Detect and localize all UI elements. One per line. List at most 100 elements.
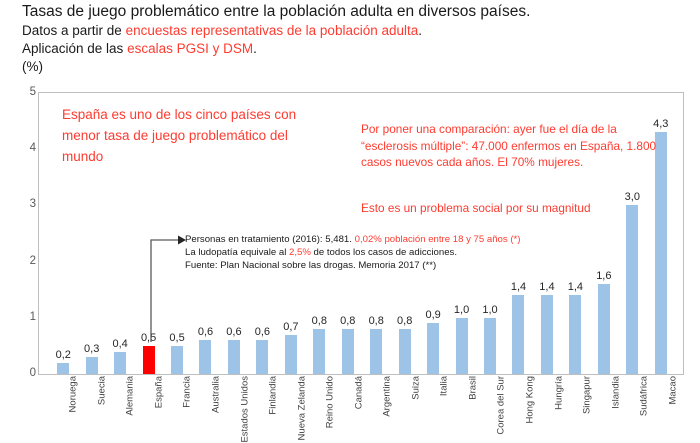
treatment-source-line: Fuente: Plan Nacional sobre las drogas. … xyxy=(185,260,437,272)
bar-value-label: 0,2 xyxy=(55,348,71,361)
bar-slot[interactable]: 1,6 xyxy=(590,93,618,374)
bar-value-label: 0,7 xyxy=(283,320,299,333)
bar-slot[interactable]: 0,8 xyxy=(390,93,418,374)
bar[interactable] xyxy=(569,295,582,374)
x-axis-label-slot: Hungría xyxy=(533,376,564,442)
bar-value-label: 1,0 xyxy=(482,303,498,316)
bar-value-label: 1,0 xyxy=(453,303,470,316)
x-axis-label-slot: Sudáfrica xyxy=(619,376,650,442)
x-axis-label-slot: Singapur xyxy=(562,376,593,442)
x-axis-label: Macao xyxy=(667,376,679,405)
bar-slot[interactable]: 0,9 xyxy=(419,93,447,374)
bar[interactable] xyxy=(597,284,610,374)
y-axis-tick-3: 3 xyxy=(29,198,36,211)
bar[interactable] xyxy=(455,317,468,374)
bar-value-label: 0,3 xyxy=(84,343,100,356)
bar-slot[interactable]: 1,4 xyxy=(533,93,561,374)
bar[interactable] xyxy=(114,351,127,374)
x-axis-label-slot: Noruega xyxy=(48,376,79,442)
bar[interactable] xyxy=(654,132,667,374)
bar-value-label: 0,5 xyxy=(169,331,185,344)
bar-value-label: 0,8 xyxy=(368,315,384,328)
bar[interactable] xyxy=(427,323,440,374)
bar[interactable] xyxy=(398,329,411,374)
bar-slot[interactable]: 0,4 xyxy=(106,93,134,374)
scales-highlight: escalas PGSI y DSM xyxy=(127,41,254,56)
bar-slot[interactable]: 0,6 xyxy=(191,93,219,374)
bar-slot[interactable]: 0,5 xyxy=(163,93,191,374)
x-axis-label-slot: Macao xyxy=(647,376,679,442)
treatment-count: Personas en tratamiento (2016): 5,481. xyxy=(185,234,352,245)
x-axis-label-slot: Italia xyxy=(419,376,450,442)
bar-slot[interactable]: 1,4 xyxy=(561,93,589,374)
bar-slot[interactable]: 0,8 xyxy=(305,93,333,374)
bar-slot[interactable]: 0,8 xyxy=(362,93,390,374)
x-axis-label-slot: Hong Kong xyxy=(505,376,536,442)
header-subtitle-scales: Aplicación de las escalas PGSI y DSM. xyxy=(22,40,692,58)
chart-plot-frame: 0,2 0,3 0,4 0,5 0,5 0,6 0,6 0,6 0,7 0,8 0,8 0,8 0,8 0… xyxy=(38,92,684,375)
bar-slot[interactable]: 0,5 xyxy=(134,93,162,374)
bar-value-label: 0,9 xyxy=(425,309,441,322)
bar-value-label: 0,6 xyxy=(254,326,271,339)
leader-line-arrow xyxy=(150,235,186,342)
x-axis-label-slot: España xyxy=(134,376,164,442)
bar[interactable] xyxy=(199,340,212,374)
bar-value-label: 1,4 xyxy=(510,281,527,294)
treatment-line-1: Personas en tratamiento (2016): 5,481. 0… xyxy=(185,233,655,246)
subtitle-highlight: encuestas representativas de la població… xyxy=(125,23,419,38)
bar[interactable] xyxy=(512,295,525,374)
bar-slot[interactable]: 0,6 xyxy=(220,93,248,374)
x-axis-label-slot: Australia xyxy=(191,376,222,442)
bar-value-label: 1,4 xyxy=(539,281,555,294)
bar[interactable] xyxy=(626,205,639,374)
bar[interactable] xyxy=(540,295,553,374)
bar-slot[interactable]: 0,3 xyxy=(77,93,105,374)
bar[interactable] xyxy=(484,317,497,374)
bar[interactable] xyxy=(171,345,184,374)
bar-slot[interactable]: 3,0 xyxy=(618,93,646,374)
ludopatia-pct: 2,5% xyxy=(289,247,311,259)
bar-slot[interactable]: 0,6 xyxy=(248,93,276,374)
annotation-social-problem: Esto es un problema social por su magnit… xyxy=(361,201,591,215)
annotation-spain-ranking: España es uno de los cinco países con me… xyxy=(62,107,297,164)
header-subtitle-data-source: Datos a partir de encuestas representati… xyxy=(22,22,692,40)
x-axis-label-slot: Finlandia xyxy=(248,376,279,442)
y-axis-tick-1: 1 xyxy=(29,310,36,323)
bar-slot[interactable]: 4,3 xyxy=(647,93,675,374)
y-axis-tick-2: 2 xyxy=(29,254,36,267)
bar-value-label: 0,5 xyxy=(140,331,157,344)
bar-value-label: 0,6 xyxy=(226,326,242,339)
x-axis-label-slot: Canadá xyxy=(333,376,364,442)
bar-value-label: 0,4 xyxy=(112,337,128,350)
bar[interactable] xyxy=(313,329,326,374)
x-axis-label-slot: Argentina xyxy=(362,376,393,442)
bar-value-label: 1,6 xyxy=(596,270,612,283)
bar-value-label: 0,8 xyxy=(340,315,356,328)
y-axis-unit-label: (%) xyxy=(22,59,43,74)
bar-slot[interactable]: 0,2 xyxy=(49,93,77,374)
bar-value-label: 0,6 xyxy=(197,326,214,339)
bar-slot[interactable]: 1,0 xyxy=(476,93,504,374)
bar[interactable] xyxy=(284,334,297,374)
bar[interactable] xyxy=(341,329,354,374)
scales-suffix: . xyxy=(253,41,257,56)
bar[interactable] xyxy=(370,329,383,374)
treatment-population-pct: 0,02% población entre 18 y 75 años (*) xyxy=(351,234,521,245)
x-axis-label-slot: Francia xyxy=(162,376,193,442)
x-axis-label-slot: Nueva Zelanda xyxy=(276,376,307,442)
annotation-comparison-sclerosis: Por poner una comparación: ayer fue el d… xyxy=(361,122,657,169)
bar-slot[interactable]: 1,0 xyxy=(447,93,475,374)
bar-series: 0,2 0,3 0,4 0,5 0,5 0,6 0,6 0,6 0,7 0,8 0,8 0,8 0,8 0… xyxy=(49,93,675,374)
bar-slot[interactable]: 0,7 xyxy=(277,93,305,374)
bar-highlight[interactable] xyxy=(142,345,155,374)
ludopatia-suffix: de todos los casos de adicciones. xyxy=(310,247,458,259)
bar[interactable] xyxy=(256,340,269,374)
bar-slot[interactable]: 1,4 xyxy=(504,93,532,374)
bar-slot[interactable]: 0,8 xyxy=(334,93,362,374)
bar[interactable] xyxy=(57,362,70,374)
bar[interactable] xyxy=(227,340,240,374)
bar-value-label: 4,3 xyxy=(653,118,669,131)
y-axis-tick-5: 5 xyxy=(29,86,36,98)
bar[interactable] xyxy=(85,357,98,374)
y-axis-tick-4: 4 xyxy=(29,142,36,155)
